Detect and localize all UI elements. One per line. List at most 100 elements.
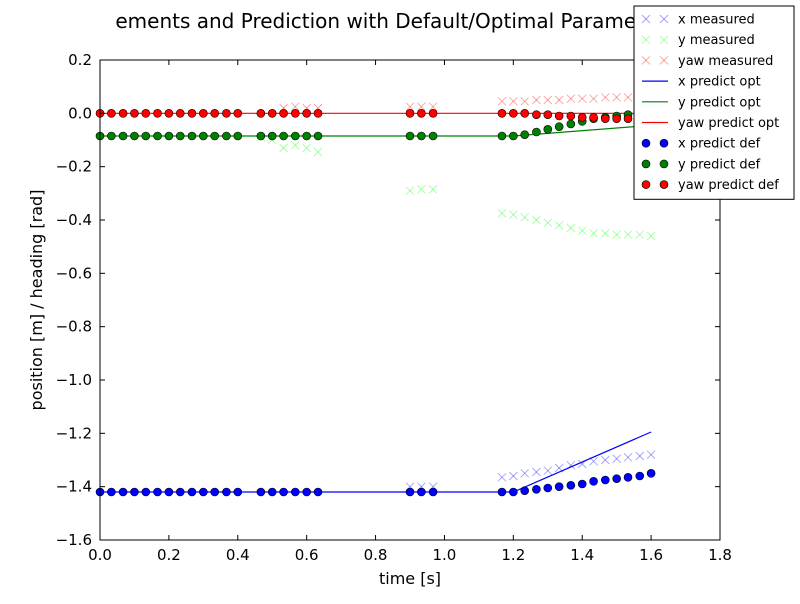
yaw-predict-def-point [509, 109, 518, 118]
x-predict-def-point [187, 487, 197, 497]
yaw-measured-point [589, 94, 598, 104]
yaw-predict-def-point [118, 109, 128, 118]
y-predict-def-point [566, 119, 576, 129]
x-predict-def-point [210, 487, 219, 497]
yaw-predict-def-point [566, 111, 576, 121]
x-predict-def-point [164, 487, 174, 497]
legend-item-y-predict-def: y predict def [641, 157, 761, 172]
yaw-predict-def-point [577, 113, 587, 122]
x-tick-label: 1.0 [433, 546, 457, 564]
yaw-predict-def-point [107, 109, 116, 118]
x-predict-def-point [635, 471, 645, 481]
x-predict-def-point [222, 487, 231, 497]
legend-swatch [641, 56, 651, 65]
y-predict-def-point [520, 130, 530, 139]
y-predict-def-point [222, 131, 231, 141]
yaw-measured-point [623, 92, 633, 102]
yaw-predict-def-point [279, 109, 288, 118]
axis-ticks: 0.0 0.2 0.4 0.6 0.8 1.0 1.2 1.4 1.6 1.8 0.2 0.0 −0.2… [56, 51, 732, 564]
x-predict-def-point [428, 487, 438, 497]
yaw-predict-def-point [153, 109, 162, 118]
x-predict-def-point [543, 483, 553, 493]
x-tick-label: 1.8 [708, 546, 732, 564]
x-predict-def-point [417, 487, 426, 497]
y-predict-def-point [256, 131, 266, 141]
x-measured-point [508, 471, 518, 481]
y-tick-label: −0.4 [56, 211, 92, 229]
x-predict-def-point [497, 487, 507, 497]
x-predict-def-point [302, 487, 311, 497]
yaw-measured-point [508, 96, 518, 106]
legend-swatch [641, 180, 651, 189]
y-predict-def-point [532, 127, 541, 137]
x-predict-def-point [175, 487, 185, 497]
y-measured-point [635, 230, 645, 240]
y-measured-point [543, 218, 553, 228]
legend-label: x measured [678, 13, 755, 28]
legend-item-y-predict-opt: y predict opt [642, 95, 761, 110]
y-measured-point [302, 143, 312, 153]
y-predict-def-point [405, 131, 415, 141]
yaw-measured-point [290, 102, 300, 112]
legend-swatch [659, 35, 669, 45]
x-predict-def-point [532, 485, 541, 494]
y-predict-def-point [543, 125, 553, 134]
x-predict-def-point [566, 481, 576, 490]
y-measured-point [577, 226, 587, 236]
y-predict-def-point [107, 131, 116, 141]
yaw-predict-def-point [175, 109, 185, 118]
yaw-predict-def-point [141, 109, 151, 118]
x-predict-def-point [267, 487, 277, 497]
y-predict-def-point [428, 131, 438, 141]
yaw-predict-def-point [543, 110, 553, 119]
yaw-predict-def-point [405, 109, 415, 118]
yaw-predict-def-point [313, 109, 323, 118]
series-yaw-predict-def [95, 109, 656, 123]
y-predict-def-point [187, 131, 197, 141]
chart-title: ements and Prediction with Default/Optim… [115, 9, 685, 33]
x-predict-def-point [612, 474, 621, 483]
x-tick-label: 1.4 [570, 546, 594, 564]
x-measured-point [532, 467, 541, 477]
y-tick-label: −1.0 [56, 371, 92, 389]
y-predict-def-point [199, 131, 208, 141]
yaw-predict-def-point [256, 109, 266, 118]
yaw-predict-def-point [164, 109, 174, 118]
yaw-measured-point [577, 94, 587, 104]
legend: x measured y measured yaw measured x predic… [633, 5, 795, 200]
x-measured-point [623, 452, 633, 462]
legend-label: y predict opt [678, 95, 761, 110]
yaw-predict-def-point [532, 110, 541, 119]
legend-swatch [641, 14, 651, 24]
y-tick-label: −1.4 [56, 478, 92, 496]
yaw-predict-def-point [222, 109, 231, 118]
x-predict-def-point [577, 479, 587, 489]
y-predict-def-point [164, 131, 174, 141]
y-measured-point [646, 231, 656, 241]
yaw-predict-def-point [520, 109, 530, 118]
x-measured-point [520, 468, 530, 478]
yaw-predict-def-point [187, 109, 197, 118]
y-measured-point [428, 184, 438, 194]
y-tick-label: −0.8 [56, 318, 92, 336]
yaw-predict-def-point [199, 109, 208, 118]
series-y-measured [256, 132, 656, 241]
yaw-measured-point [428, 102, 438, 112]
y-predict-def-point [130, 131, 139, 141]
y-measured-point [405, 186, 415, 196]
y-predict-def-point [267, 131, 277, 141]
y-measured-point [508, 210, 518, 220]
legend-box [633, 5, 795, 200]
x-predict-def-point [509, 487, 518, 497]
y-tick-label: −0.6 [56, 264, 92, 282]
yaw-predict-def-point [612, 114, 621, 123]
y-tick-label: −1.2 [56, 424, 92, 442]
x-predict-def-point [589, 477, 598, 486]
y-predict-def-point [141, 131, 151, 141]
yaw-predict-def-point [589, 113, 598, 122]
yaw-predict-def-point [497, 109, 507, 118]
x-tick-label: 0.0 [88, 546, 112, 564]
yaw-predict-def-point [600, 114, 610, 123]
